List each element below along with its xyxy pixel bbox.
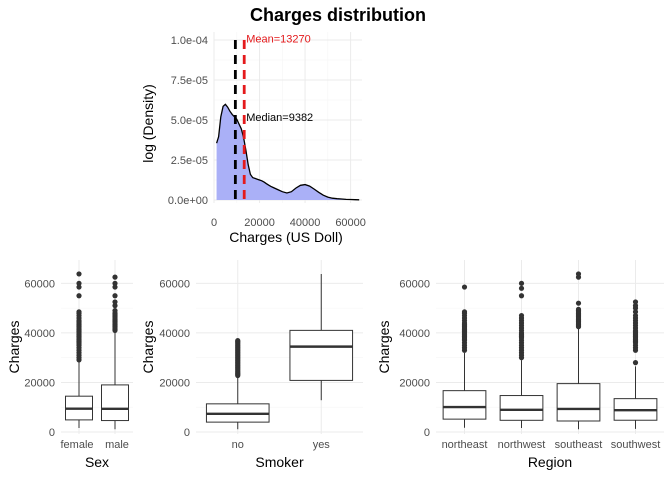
smoker-y-tick-label: 20000 [159,377,190,389]
outlier-point [518,293,525,299]
box-iqr [442,390,487,420]
density-y-tick-label: 2.5e-05 [171,155,208,167]
outlier-point [112,280,118,286]
outlier-point [632,303,639,309]
density-x-tick-label: 0 [211,217,217,229]
sex-y-tick-label: 20000 [24,377,55,389]
density-panel: 0.0e+00 2.5e-05 5.0e-05 7.5e-05 1.0e-04 0 2000… [140,32,366,245]
smoker-x-tick-label: yes [313,439,331,451]
density-y-tick-label: 7.5e-05 [171,75,208,87]
smoker-y-tick-label: 40000 [159,328,190,340]
density-x-axis-title: Charges (US Doll) [229,229,343,245]
region-x-tick-label: southwest [611,439,661,451]
outlier-point [112,303,118,309]
chart-title: Charges distribution [250,5,426,25]
outlier-point [632,312,639,319]
box-iqr [101,384,129,422]
mean-label: Mean=13270 [246,33,311,45]
density-y-axis-title: log (Density) [140,84,156,163]
region-x-tick-label: northeast [442,439,488,451]
outlier-point [76,309,82,315]
sex-y-tick-label: 60000 [24,278,55,290]
outlier-point [518,312,525,319]
box-iqr [289,329,354,381]
region-box-southwest [613,299,658,429]
density-y-tick-label: 0.0e+00 [168,195,208,207]
density-y-tick-label: 1.0e-04 [171,35,208,47]
box-iqr [499,395,544,421]
density-curve [215,103,360,201]
outlier-point [575,306,582,312]
region-y-tick-label: 40000 [399,328,430,340]
outlier-point [76,280,82,286]
outlier-point [112,284,118,290]
density-x-tick-label: 60000 [335,217,366,229]
outlier-point [461,284,468,290]
density-x-tick-label: 20000 [244,217,275,229]
smoker-x-tick-label: no [232,439,244,451]
smoker-y-tick-label: 0 [184,427,190,439]
region-x-tick-label: northwest [498,439,546,451]
outlier-point [461,309,468,315]
box-iqr [556,383,601,422]
smoker-boxplot-panel: 0 20000 40000 60000 no yes Smoker Charges [140,260,363,470]
density-x-tick-label: 40000 [290,217,321,229]
outlier-point [112,293,118,299]
outlier-point [112,307,118,314]
region-x-axis-title: Region [528,454,572,470]
density-y-tick-label: 5.0e-05 [171,115,208,127]
outlier-point [632,309,639,315]
outlier-point [632,360,639,366]
smoker-box-yes [289,274,354,401]
outlier-point [518,285,525,291]
outlier-point [575,300,582,306]
outlier-point [235,337,241,344]
region-box-northeast [442,284,487,428]
sex-x-tick-label: male [105,439,129,451]
smoker-y-tick-label: 60000 [159,278,190,290]
sex-y-tick-label: 40000 [24,328,55,340]
outlier-point [76,284,82,290]
outlier-point [112,299,118,305]
sex-box-female [65,271,93,429]
region-y-axis-title: Charges [376,321,392,374]
region-box-northwest [499,280,544,428]
sex-x-tick-label: female [60,439,93,451]
outlier-point [575,271,582,277]
sex-y-axis-title: Charges [6,321,22,374]
sex-box-male [101,274,129,430]
sex-y-tick-label: 0 [49,427,55,439]
smoker-box-no [205,337,270,430]
region-boxplot-panel: 0 20000 40000 60000 northeast northwest southe… [376,260,664,470]
region-x-tick-label: southeast [555,439,603,451]
median-label: Median=9382 [246,112,313,124]
region-box-southeast [556,271,601,430]
smoker-x-axis-title: Smoker [255,454,304,470]
region-y-tick-label: 20000 [399,377,430,389]
outlier-point [112,274,118,280]
outlier-point [76,293,82,299]
sex-boxplot-panel: 0 20000 40000 60000 female male Sex Charges [6,260,133,470]
outlier-point [76,271,82,277]
smoker-y-axis-title: Charges [140,321,156,374]
region-y-tick-label: 60000 [399,278,430,290]
sex-x-axis-title: Sex [85,454,109,470]
outlier-point [632,299,639,305]
region-y-tick-label: 0 [424,427,430,439]
outlier-point [518,280,525,286]
